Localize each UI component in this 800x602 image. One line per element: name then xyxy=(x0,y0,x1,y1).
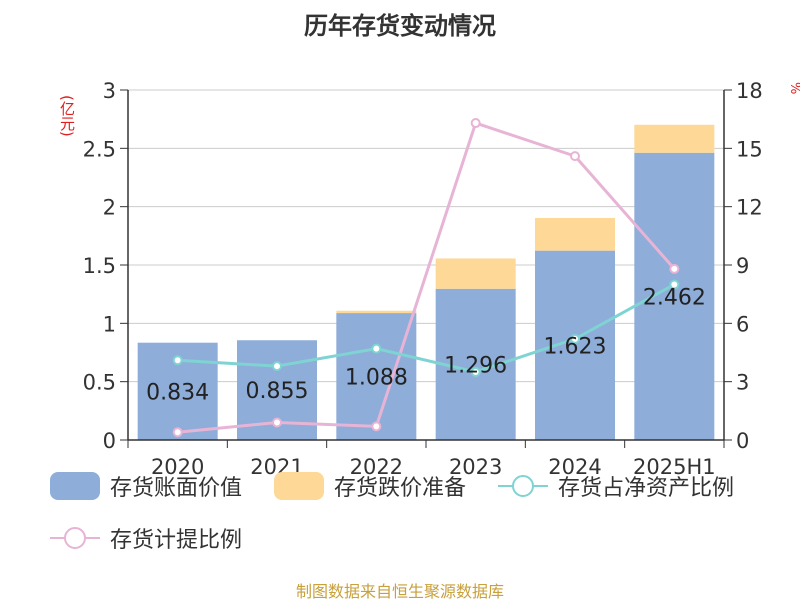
x-axis-tick-label: 2023 xyxy=(449,455,502,479)
legend-item-net-asset-ratio[interactable]: 存货占净资产比例 xyxy=(498,470,734,502)
legend-item-provision-ratio[interactable]: 存货计提比例 xyxy=(50,522,242,554)
bar-data-label: 2.462 xyxy=(643,285,706,310)
legend-item-book-value[interactable]: 存货账面价值 xyxy=(50,470,242,502)
bar-impairment xyxy=(435,258,516,289)
x-axis-tick-label: 2020 xyxy=(151,455,204,479)
legend-swatch-impairment xyxy=(274,472,324,500)
bar-data-label: 1.296 xyxy=(444,353,507,378)
point-net-asset-ratio xyxy=(669,279,680,290)
point-net-asset-ratio xyxy=(470,366,481,377)
line-net-asset-ratio xyxy=(177,283,676,374)
left-axis-tick-label: 2.5 xyxy=(83,137,116,161)
point-net-asset-ratio xyxy=(371,343,382,354)
left-axis-tick-label: 0 xyxy=(103,429,116,453)
right-axis-tick-label: 3 xyxy=(736,371,749,395)
point-provision-ratio xyxy=(272,417,282,428)
left-axis-tick-label: 1 xyxy=(103,312,116,336)
point-provision-ratio xyxy=(470,118,481,129)
right-axis-tick-label: 18 xyxy=(736,79,763,103)
point-provision-ratio xyxy=(371,421,382,432)
legend-swatch-net-asset-ratio xyxy=(498,475,548,497)
point-net-asset-ratio xyxy=(570,333,580,344)
point-provision-ratio xyxy=(172,427,183,438)
right-axis-tick-label: 15 xyxy=(736,137,763,161)
bar-data-label: 1.088 xyxy=(345,366,408,391)
left-axis-tick-label: 3 xyxy=(103,79,116,103)
source-note: 制图数据来自恒生聚源数据库 xyxy=(295,582,504,601)
bar-data-label: 0.834 xyxy=(146,380,209,405)
legend-item-impairment[interactable]: 存货跌价准备 xyxy=(274,470,466,502)
bar-data-label: 1.623 xyxy=(544,334,607,359)
legend-label-provision-ratio: 存货计提比例 xyxy=(110,528,243,553)
legend-label-book-value: 存货账面价值 xyxy=(110,476,243,501)
bar-data-label: 0.855 xyxy=(246,379,309,404)
legend-swatch-provision-ratio xyxy=(50,527,100,549)
bar-book-value xyxy=(634,152,715,440)
left-axis-tick-label: 1.5 xyxy=(83,254,116,278)
right-axis-tick-label: 0 xyxy=(736,429,749,453)
bar-impairment xyxy=(336,310,417,314)
chart-title: 历年存货变动情况 xyxy=(304,12,496,40)
point-provision-ratio xyxy=(570,151,580,162)
right-axis-tick-label: 9 xyxy=(736,254,749,278)
x-axis-tick-label: 2024 xyxy=(548,455,601,479)
legend-swatch-book-value xyxy=(50,472,100,500)
left-axis-unit: (亿元) xyxy=(58,95,76,137)
point-provision-ratio xyxy=(669,263,680,274)
right-axis-tick-label: 6 xyxy=(736,312,749,336)
x-axis-tick-label: 2022 xyxy=(350,455,403,479)
point-net-asset-ratio xyxy=(272,361,282,372)
bar-book-value xyxy=(336,313,417,440)
right-axis-unit: % xyxy=(788,82,800,95)
point-net-asset-ratio xyxy=(172,355,183,366)
legend-label-net-asset-ratio: 存货占净资产比例 xyxy=(558,476,735,501)
bar-impairment xyxy=(634,124,715,153)
right-axis-tick-label: 12 xyxy=(736,196,763,220)
line-provision-ratio xyxy=(177,121,676,434)
bar-book-value xyxy=(535,250,615,440)
bar-impairment xyxy=(535,217,615,251)
left-axis-tick-label: 2 xyxy=(103,196,116,220)
x-axis-tick-label: 2025H1 xyxy=(633,455,716,479)
left-axis-tick-label: 0.5 xyxy=(83,371,116,395)
legend-label-impairment: 存货跌价准备 xyxy=(334,476,467,501)
